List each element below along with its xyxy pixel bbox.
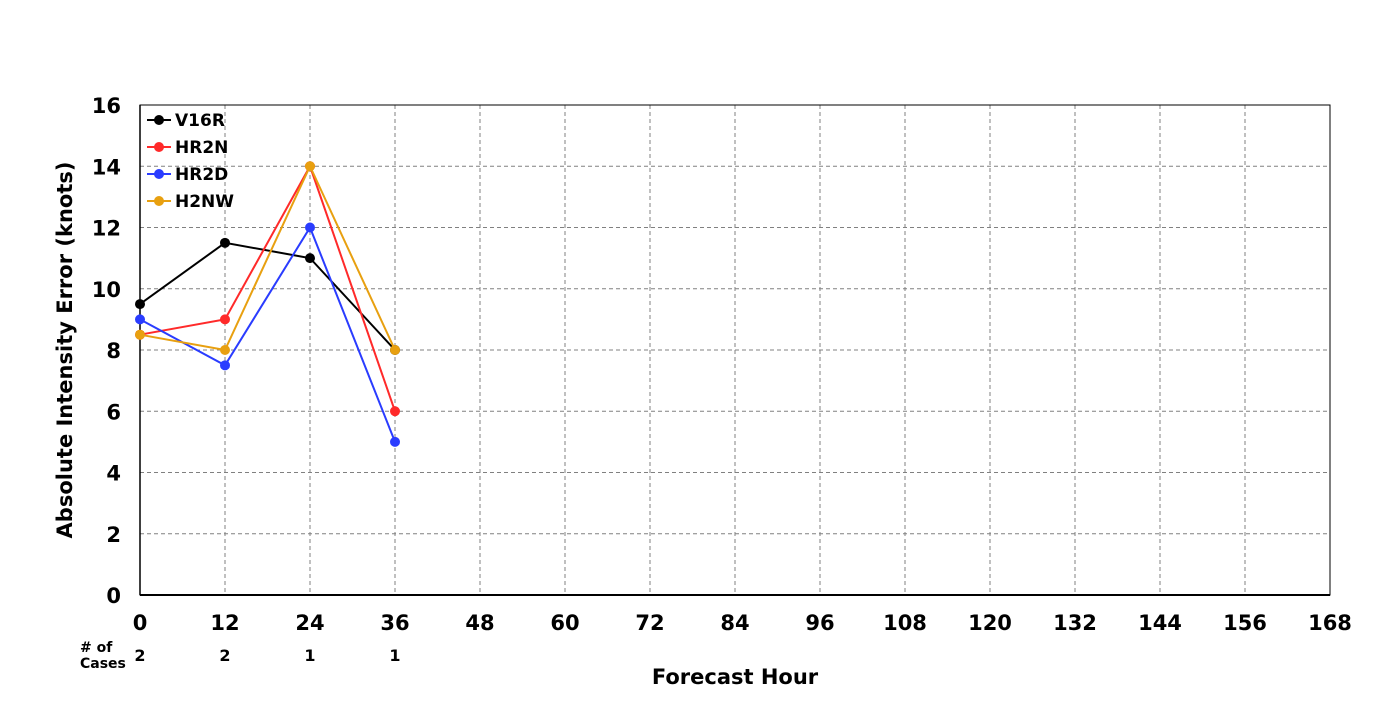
x-tick-label: 24 xyxy=(295,611,324,635)
x-tick-label: 156 xyxy=(1223,611,1267,635)
x-tick-label: 144 xyxy=(1138,611,1182,635)
data-point-hr2n xyxy=(220,314,230,325)
y-tick-label: 16 xyxy=(92,94,121,118)
data-point-v16r xyxy=(135,299,145,310)
data-point-hr2n xyxy=(390,406,400,417)
legend-label-hr2n: HR2N xyxy=(175,138,228,158)
x-tick-label: 132 xyxy=(1053,611,1097,635)
case-count: 1 xyxy=(304,646,315,665)
cases-label-line1: # of xyxy=(80,640,113,656)
legend-label-h2nw: H2NW xyxy=(175,192,234,212)
series-lines xyxy=(135,161,400,447)
legend-marker-hr2d xyxy=(154,169,164,179)
y-axis-title: Absolute Intensity Error (knots) xyxy=(53,162,77,539)
axes xyxy=(139,104,1331,596)
data-point-h2nw xyxy=(220,345,230,355)
data-point-v16r xyxy=(220,237,230,248)
y-tick-label: 2 xyxy=(106,523,121,547)
x-tick-label: 0 xyxy=(133,611,148,635)
data-point-h2nw xyxy=(305,161,315,172)
x-tick-label: 96 xyxy=(805,611,834,635)
x-tick-label: 84 xyxy=(720,611,749,635)
axis-labels: Forecast Hour Absolute Intensity Error (… xyxy=(53,94,1352,689)
series-line-h2nw xyxy=(139,163,396,352)
y-tick-label: 12 xyxy=(92,217,121,241)
series-line-hr2n xyxy=(139,163,396,412)
x-tick-label: 12 xyxy=(210,611,239,635)
series-line-v16r xyxy=(139,241,396,351)
legend: V16R HR2N HR2D H2NW xyxy=(147,111,234,212)
data-point-hr2d xyxy=(220,360,230,371)
case-count: 2 xyxy=(134,646,145,665)
x-tick-label: 36 xyxy=(380,611,409,635)
legend-label-hr2d: HR2D xyxy=(175,165,228,185)
x-tick-label: 48 xyxy=(465,611,494,635)
case-count: 1 xyxy=(389,646,400,665)
y-tick-label: 14 xyxy=(92,155,121,179)
legend-marker-h2nw xyxy=(154,196,164,206)
x-tick-label: 168 xyxy=(1308,611,1352,635)
x-tick-label: 120 xyxy=(968,611,1012,635)
x-tick-label: 72 xyxy=(635,611,664,635)
y-tick-label: 4 xyxy=(106,462,121,486)
y-tick-label: 10 xyxy=(92,278,121,302)
y-tick-label: 8 xyxy=(106,339,121,363)
y-tick-label: 6 xyxy=(106,400,121,424)
grid-lines xyxy=(140,105,1330,595)
legend-marker-v16r xyxy=(154,115,164,125)
y-tick-label: 0 xyxy=(106,584,121,608)
data-point-hr2d xyxy=(305,222,315,233)
data-point-h2nw xyxy=(135,329,145,340)
cases-label-line2: Cases xyxy=(80,656,126,672)
legend-label-v16r: V16R xyxy=(175,111,225,131)
case-count: 2 xyxy=(219,646,230,665)
x-tick-label: 60 xyxy=(550,611,579,635)
data-point-v16r xyxy=(305,253,315,264)
x-axis-title: Forecast Hour xyxy=(652,665,819,689)
data-point-h2nw xyxy=(390,345,400,355)
data-point-hr2d xyxy=(390,436,400,447)
data-point-hr2d xyxy=(135,314,145,325)
legend-marker-hr2n xyxy=(154,142,164,152)
x-tick-label: 108 xyxy=(883,611,927,635)
